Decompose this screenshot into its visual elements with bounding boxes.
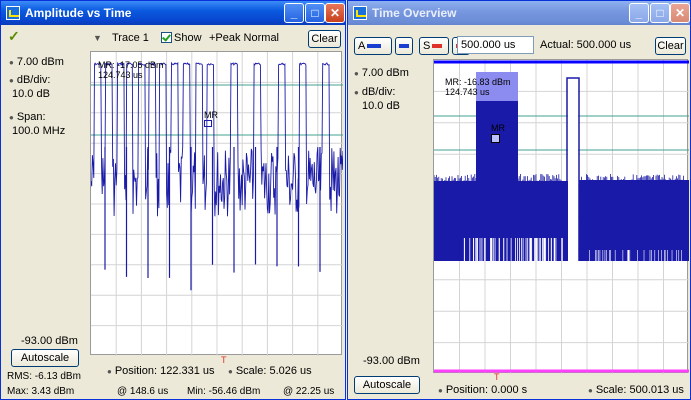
- span-label[interactable]: ● Span:: [9, 111, 46, 123]
- marker-s-button[interactable]: S: [419, 37, 449, 55]
- close-button[interactable]: ✕: [670, 3, 690, 23]
- marker-s-line-icon: [432, 44, 443, 48]
- setting-dot-icon: ●: [9, 58, 14, 67]
- checkbox-checked-icon[interactable]: [161, 32, 172, 43]
- marker-label: MR: [491, 123, 505, 133]
- marker-box[interactable]: [204, 120, 212, 127]
- line-icon: [399, 44, 409, 48]
- noise-floor-band: [579, 180, 689, 261]
- setting-dot-icon: ●: [438, 386, 443, 395]
- app-icon: [353, 6, 367, 20]
- minimize-button[interactable]: _: [629, 3, 649, 23]
- setting-dot-icon: ●: [107, 367, 112, 376]
- min-time-readout: @ 22.25 us: [283, 386, 335, 397]
- setting-dot-icon: ●: [354, 88, 359, 97]
- db-div-value: 10.0 dB: [362, 100, 400, 112]
- amplitude-trace: [91, 61, 343, 217]
- amplitude-vs-time-window: Amplitude vs Time _ □ ✕ ✓ ● 7.00 dBm ● dB/…: [0, 0, 346, 400]
- autoscale-button[interactable]: Autoscale: [11, 349, 79, 367]
- marker-readout: MR: -17.05 dBm 124.743 us: [98, 60, 164, 80]
- checkmark-icon[interactable]: ✓: [8, 28, 20, 44]
- marker-a-secondary-button[interactable]: [395, 37, 413, 55]
- window-title: Time Overview: [372, 6, 457, 20]
- actual-readout: Actual: 500.000 us: [540, 39, 632, 51]
- minimize-button[interactable]: _: [284, 3, 304, 23]
- amplitude-plot[interactable]: MR: -17.05 dBm 124.743 us MR: [90, 51, 343, 356]
- setting-dot-icon: ●: [9, 113, 14, 122]
- min-readout: Min: -56.46 dBm: [187, 386, 261, 397]
- maximize-button[interactable]: □: [305, 3, 325, 23]
- setting-dot-icon: ●: [588, 386, 593, 395]
- trigger-marker-icon[interactable]: T: [221, 355, 227, 365]
- marker-highlight-area: [476, 72, 518, 101]
- scale-readout[interactable]: ● Scale: 500.013 us: [588, 384, 684, 396]
- marker-a-line-icon: [367, 44, 382, 48]
- noise-floor-band: [434, 181, 578, 261]
- time-overview-window: Time Overview _ □ ✕ A S 500.000 us Actua…: [347, 0, 691, 400]
- span-value: 100.0 MHz: [12, 125, 66, 137]
- amplitude-plot-canvas[interactable]: [91, 52, 343, 356]
- time-overview-plot[interactable]: MR: -16.83 dBm 124.743 us MR: [433, 59, 689, 374]
- position-readout[interactable]: ● Position: 0.000 s: [438, 384, 528, 396]
- position-readout[interactable]: ● Position: 122.331 us: [107, 365, 215, 377]
- second-pulse-gap: [568, 79, 578, 261]
- setting-dot-icon: ●: [228, 367, 233, 376]
- clear-button[interactable]: Clear: [655, 37, 686, 55]
- show-checkbox[interactable]: Show: [161, 32, 202, 44]
- clear-button[interactable]: Clear: [308, 30, 341, 48]
- trace-dropdown-icon[interactable]: ▼: [93, 33, 102, 43]
- maximize-button[interactable]: □: [650, 3, 670, 23]
- marker-readout: MR: -16.83 dBm 124.743 us: [445, 77, 511, 97]
- scale-readout[interactable]: ● Scale: 5.026 us: [228, 365, 312, 377]
- setting-dot-icon: ●: [354, 69, 359, 78]
- bottom-level-readout: -93.00 dBm: [21, 335, 78, 347]
- window-title: Amplitude vs Time: [25, 6, 132, 20]
- reference-level-readout[interactable]: ● 7.00 dBm: [354, 67, 409, 79]
- db-div-value: 10.0 dB: [12, 88, 50, 100]
- rms-readout: RMS: -6.13 dBm: [7, 371, 81, 382]
- trace-selector[interactable]: Trace 1: [112, 32, 149, 44]
- reference-level-readout[interactable]: ● 7.00 dBm: [9, 56, 64, 68]
- marker-a-button[interactable]: A: [354, 37, 392, 55]
- max-readout: Max: 3.43 dBm: [7, 386, 75, 397]
- autoscale-button[interactable]: Autoscale: [354, 376, 420, 394]
- detection-mode[interactable]: +Peak Normal: [209, 32, 280, 44]
- time-span-input[interactable]: 500.000 us: [457, 36, 534, 54]
- second-pulse: [566, 77, 580, 261]
- db-div-label[interactable]: ● dB/div:: [9, 74, 51, 86]
- time-overview-plot-canvas[interactable]: [434, 60, 689, 374]
- max-time-readout: @ 148.6 us: [117, 386, 169, 397]
- amplitude-vs-time-title-bar[interactable]: Amplitude vs Time _ □ ✕: [1, 1, 345, 25]
- trigger-marker-icon[interactable]: T: [494, 372, 500, 382]
- marker-label: MR: [204, 110, 218, 120]
- setting-dot-icon: ●: [9, 76, 14, 85]
- time-overview-title-bar[interactable]: Time Overview _ □ ✕: [348, 1, 690, 25]
- marker-box[interactable]: [491, 134, 500, 143]
- bottom-level-readout: -93.00 dBm: [363, 355, 420, 367]
- app-icon: [6, 6, 20, 20]
- db-div-label[interactable]: ● dB/div:: [354, 86, 396, 98]
- close-button[interactable]: ✕: [325, 3, 345, 23]
